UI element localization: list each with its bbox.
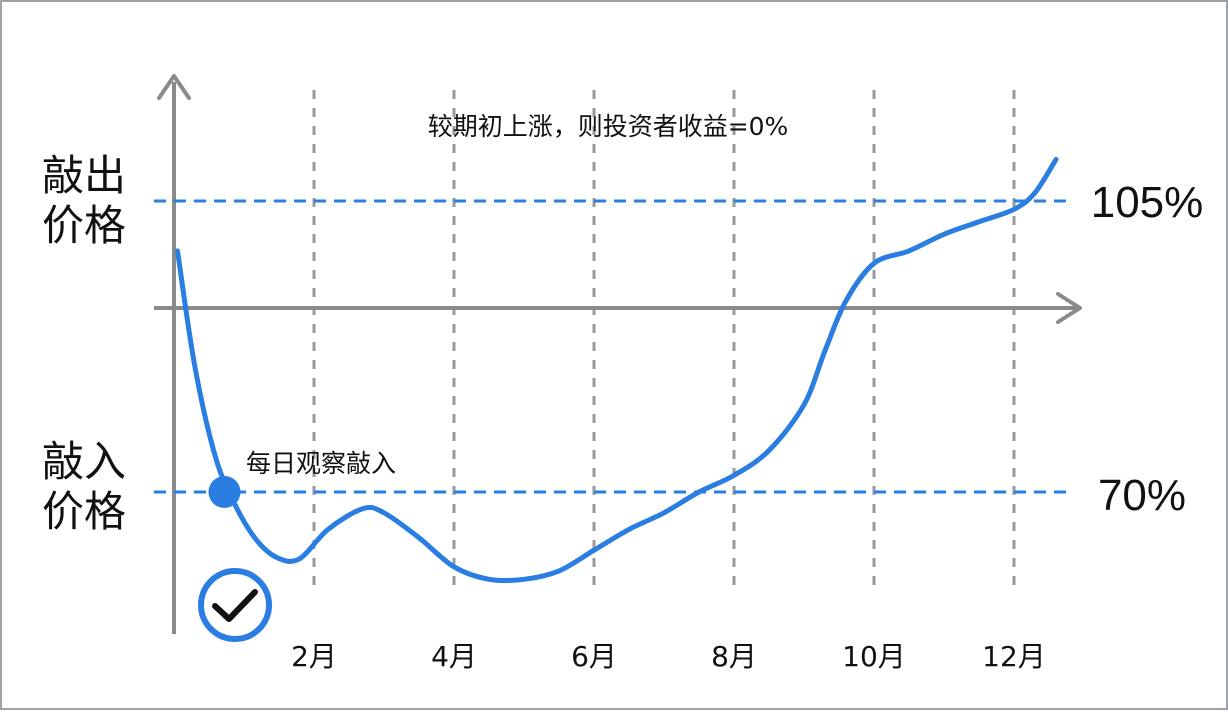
knock-out-label-line1: 敲出 <box>42 151 126 200</box>
x-tick-label: 10月 <box>842 640 906 673</box>
knock-in-price-label: 敲入 价格 <box>42 437 126 536</box>
series-layer <box>175 156 1059 584</box>
x-axis <box>154 292 1082 324</box>
check-circle-icon <box>198 568 272 642</box>
y-axis <box>157 74 191 634</box>
knock-out-price-label: 敲出 价格 <box>42 151 126 250</box>
y-axis-arrow-icon <box>157 74 191 100</box>
knock-in-percent-label: 70% <box>1098 471 1186 520</box>
x-tick-label: 12月 <box>982 640 1046 673</box>
annotation-return-note: 较期初上涨，则投资者收益=0% <box>428 112 789 141</box>
knock-in-marker-dot <box>208 476 241 508</box>
x-gridlines <box>312 90 1016 594</box>
x-tick-label: 2月 <box>291 640 337 673</box>
knock-out-label-line2: 价格 <box>42 201 126 250</box>
annotation-daily-observation: 每日观察敲入 <box>246 449 396 478</box>
x-tick-label: 8月 <box>711 640 757 673</box>
knock-in-label-line1: 敲入 <box>42 437 126 486</box>
x-tick-label: 6月 <box>571 640 617 673</box>
price-series-line <box>175 156 1059 584</box>
x-axis-arrow-icon <box>1056 292 1082 324</box>
knock-in-label-line2: 价格 <box>42 487 126 536</box>
x-tick-label: 4月 <box>431 640 477 673</box>
knock-out-percent-label: 105% <box>1091 178 1204 227</box>
x-tick-labels: 2月 4月 6月 8月 10月 12月 <box>291 640 1046 673</box>
reference-lines <box>154 199 1074 494</box>
